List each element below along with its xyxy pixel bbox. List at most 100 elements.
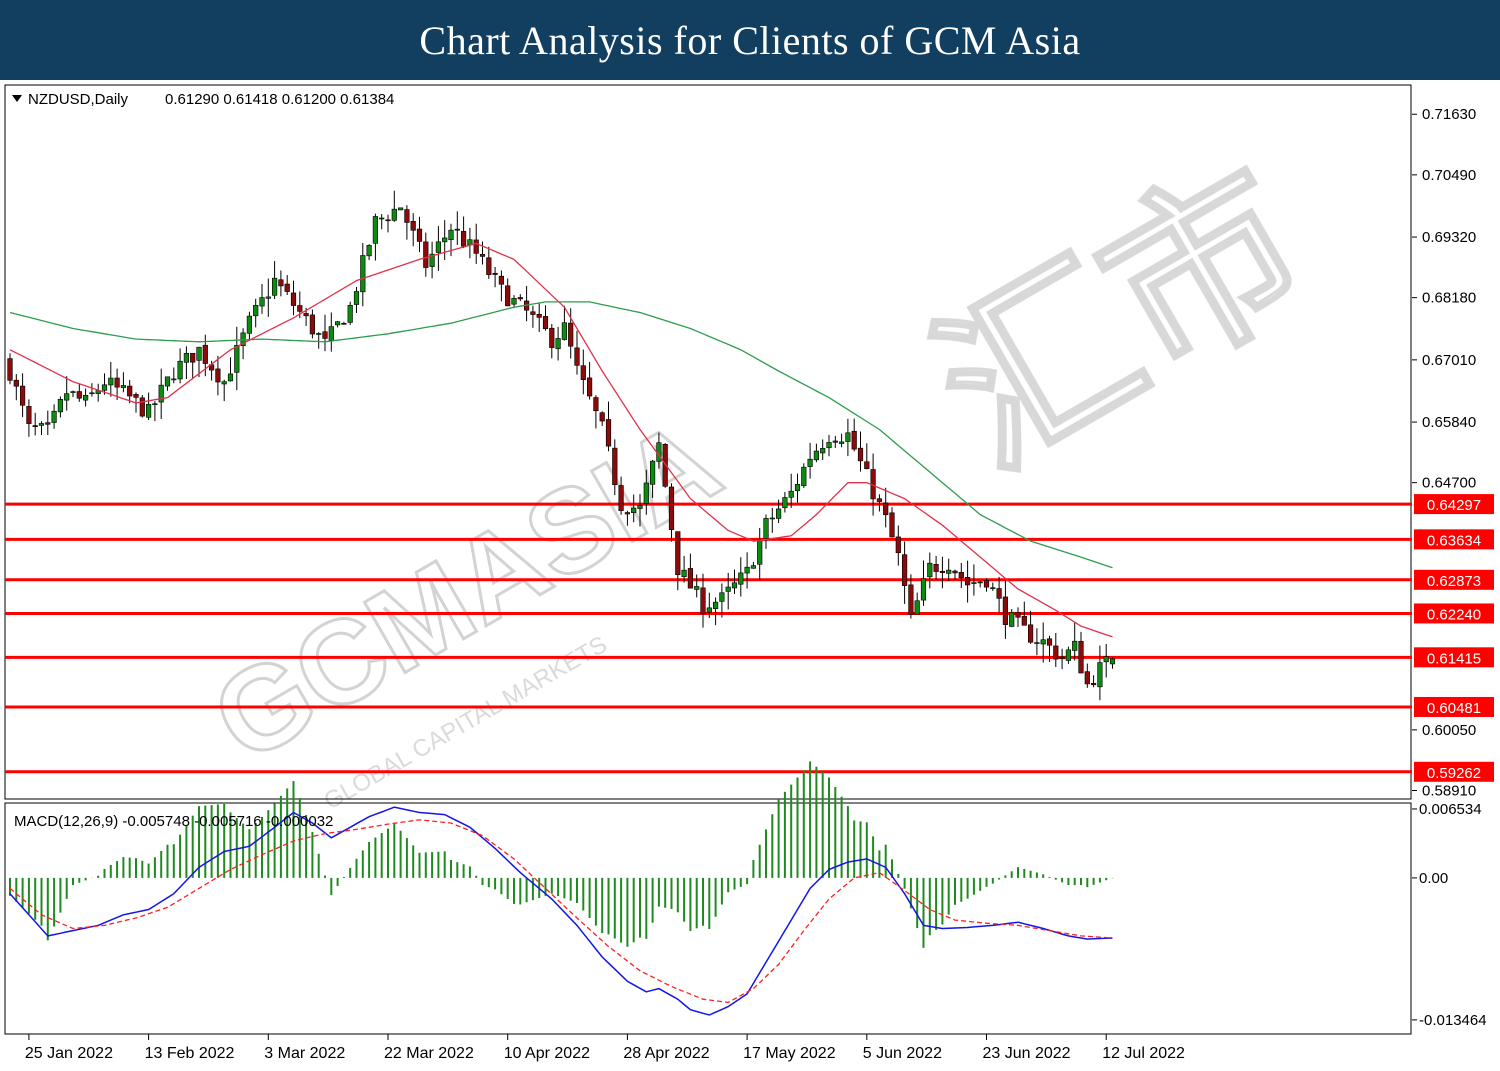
candle-body [158, 384, 164, 403]
macd-axis: 0.006534 0.00 -0.013464 [1412, 801, 1487, 1029]
candle-body [864, 461, 870, 469]
level-labels: 0.64297 0.63634 0.62873 0.62240 0.61415 0.604… [1414, 494, 1494, 782]
candle-body [983, 580, 990, 588]
candle-body [813, 450, 819, 461]
candle-body [517, 297, 523, 300]
candle-body [1078, 640, 1084, 674]
macd-histogram [9, 761, 1114, 948]
candle-body [530, 311, 536, 315]
candle-body [838, 441, 845, 444]
candle-body [964, 577, 971, 586]
macd-panel-frame [4, 802, 1412, 1035]
candle-body [372, 216, 379, 244]
candle-body [152, 403, 158, 406]
symbol-header: NZDUSD,Daily [28, 91, 129, 108]
candle-body [316, 333, 322, 335]
candle-body [196, 346, 202, 361]
candle-body [479, 254, 486, 257]
candle-body [933, 563, 939, 572]
candle-body [775, 508, 782, 519]
level-label: 0.62240 [1427, 606, 1481, 623]
candle-body [706, 607, 712, 613]
candle-body [177, 360, 183, 380]
candle-body [221, 381, 227, 385]
level-label: 0.60481 [1427, 700, 1481, 717]
time-tick-label: 17 May 2022 [743, 1045, 836, 1062]
candle-body [397, 207, 404, 211]
candle-body [26, 406, 32, 424]
candle-body [624, 512, 630, 515]
candle-body [851, 430, 857, 450]
candle-body [19, 385, 26, 406]
time-tick-label: 22 Mar 2022 [384, 1045, 474, 1062]
ma-slow-line [9, 301, 1113, 569]
price-tick-label: 0.67010 [1422, 352, 1476, 369]
candle-body [593, 397, 599, 412]
candle-body [133, 394, 139, 398]
candle-body [341, 323, 347, 325]
candle-body [416, 228, 423, 242]
time-tick-label: 3 Mar 2022 [264, 1045, 345, 1062]
candle-body [448, 229, 454, 241]
candle-body [990, 587, 996, 589]
candle-body [234, 344, 240, 373]
candle-body [675, 531, 681, 576]
candle-body [681, 569, 687, 577]
candle-body [832, 440, 838, 443]
candle-body [183, 352, 190, 363]
candle-body [146, 404, 152, 418]
ohlc-header: 0.61290 0.61418 0.61200 0.61384 [165, 91, 394, 108]
candle-body [76, 391, 82, 399]
candle-body [303, 313, 309, 317]
candle-body [845, 432, 851, 442]
candle-body [7, 358, 13, 381]
signal-line [9, 819, 1113, 1004]
candle-body [1053, 645, 1059, 660]
candle-body [64, 393, 70, 401]
macd-line [9, 806, 1113, 1016]
candle-body [1097, 662, 1103, 688]
candle-body [202, 344, 208, 364]
candle-body [889, 512, 895, 538]
level-label: 0.61415 [1427, 650, 1481, 667]
candle-body [1103, 656, 1109, 663]
candle-body [284, 283, 290, 292]
candle-body [631, 507, 637, 513]
candle-body [694, 586, 700, 590]
time-tick-label: 28 Apr 2022 [623, 1045, 709, 1062]
price-tick-label: 0.71630 [1422, 106, 1476, 123]
candle-body [750, 565, 756, 569]
candle-body [334, 321, 341, 326]
candle-body [738, 572, 744, 585]
candle-body [568, 322, 574, 347]
candle-body [820, 448, 826, 454]
candle-body [876, 498, 882, 502]
collapse-triangle-icon[interactable] [12, 95, 22, 102]
candle-body [460, 231, 467, 247]
candle-body [662, 444, 668, 487]
candle-body [1109, 658, 1116, 665]
candle-body [511, 298, 517, 305]
support-resistance-levels [5, 502, 1412, 774]
candle-body [687, 568, 693, 589]
candle-body [347, 304, 353, 323]
candle-body [952, 570, 958, 574]
macd-header: MACD(12,26,9) -0.005748 -0.005716 -0.000… [14, 813, 333, 830]
candle-body [977, 581, 983, 584]
candle-body [435, 241, 442, 253]
candle-body [366, 245, 372, 257]
candle-body [542, 316, 549, 330]
candle-body [914, 600, 920, 615]
candle-body [259, 297, 265, 307]
candle-body [801, 466, 807, 487]
candle-body [958, 572, 964, 579]
candle-body [38, 423, 45, 426]
candle-body [883, 502, 889, 516]
candle-body [826, 442, 832, 449]
candle-body [360, 255, 366, 293]
candle-body [442, 237, 448, 243]
candle-body [725, 586, 731, 592]
candle-body [171, 378, 177, 381]
candle-body [57, 399, 63, 413]
level-label-box [1414, 529, 1494, 550]
